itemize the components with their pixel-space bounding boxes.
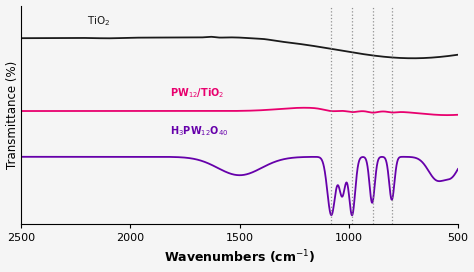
Text: H$_3$PW$_{12}$O$_{40}$: H$_3$PW$_{12}$O$_{40}$ [170,124,228,138]
X-axis label: Wavenumbers (cm$^{-1}$): Wavenumbers (cm$^{-1}$) [164,249,315,267]
Text: TiO$_2$: TiO$_2$ [87,14,110,28]
Text: PW$_{12}$/TiO$_2$: PW$_{12}$/TiO$_2$ [170,86,224,100]
Y-axis label: Transmittance (%): Transmittance (%) [6,61,18,169]
